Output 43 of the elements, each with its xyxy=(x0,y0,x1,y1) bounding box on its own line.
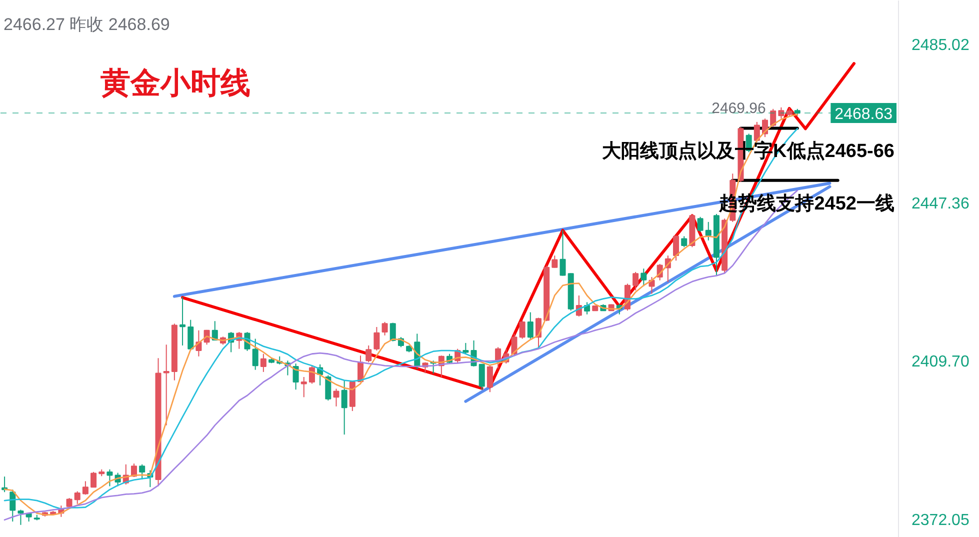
y-tick-label: 2447.36 xyxy=(912,195,970,212)
candlestick xyxy=(333,388,340,407)
candlestick xyxy=(374,326,380,352)
candlestick xyxy=(560,230,566,276)
candlestick xyxy=(260,353,266,372)
y-tick-label: 2409.70 xyxy=(912,354,970,371)
candlestick xyxy=(163,344,170,426)
candlestick xyxy=(632,271,639,291)
candlestick xyxy=(341,380,348,436)
candlestick xyxy=(382,321,388,336)
candlestick xyxy=(300,376,307,398)
candlestick xyxy=(486,365,493,393)
candlestick xyxy=(325,374,332,402)
candlestick xyxy=(527,312,534,340)
candlestick xyxy=(366,344,372,363)
ref-line-label: 2468.63 xyxy=(834,106,893,123)
candlestick xyxy=(697,216,704,233)
candlestick xyxy=(90,471,97,488)
candlestick xyxy=(519,320,526,340)
annotation: 2469.96 xyxy=(712,100,766,117)
candlestick xyxy=(778,106,784,120)
y-tick-label: 2372.05 xyxy=(912,512,970,529)
candlestick xyxy=(74,490,80,504)
candlestick xyxy=(462,342,469,355)
candlestick xyxy=(106,468,113,487)
candlestick xyxy=(705,221,712,241)
candlestick xyxy=(292,363,299,390)
candlestick xyxy=(180,296,186,346)
candlestick xyxy=(640,268,647,287)
candlestick xyxy=(252,338,258,370)
candlestick xyxy=(82,480,88,496)
text: 黄金小时线 xyxy=(100,67,250,100)
candlestick xyxy=(308,365,315,384)
candlestick xyxy=(390,322,396,342)
y-tick-label: 2485.02 xyxy=(912,37,970,54)
candlestick xyxy=(552,255,558,268)
candlestick xyxy=(478,363,485,390)
candlestick xyxy=(770,108,776,128)
candlestick xyxy=(18,509,24,526)
candlestick xyxy=(188,319,194,352)
candlestick xyxy=(139,464,146,480)
text: 2466.27 昨收 2468.69 xyxy=(4,15,170,34)
candlestick xyxy=(681,236,688,248)
